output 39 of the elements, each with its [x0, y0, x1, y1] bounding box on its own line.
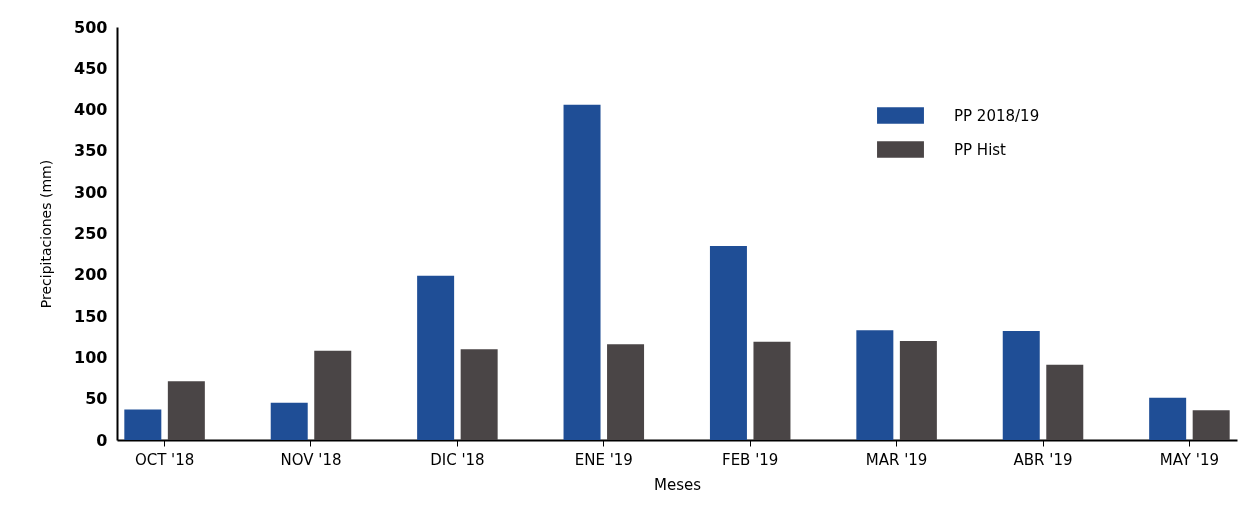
bar [1046, 364, 1084, 440]
bar [856, 330, 894, 440]
bar [124, 409, 162, 440]
y-tick-label: 0 [96, 430, 108, 450]
bar [1002, 330, 1040, 440]
bar [753, 341, 791, 440]
bar [899, 340, 937, 440]
x-tick-label: NOV '18 [280, 450, 342, 469]
x-tick-label: OCT '18 [134, 450, 195, 469]
y-tick-label: 400 [74, 100, 108, 120]
x-tick-label: FEB '19 [722, 450, 779, 469]
y-axis-title: Precipitaciones (mm) [38, 159, 55, 309]
bar [1149, 397, 1187, 440]
y-tick-label: 350 [74, 141, 108, 161]
x-axis-title: Meses [653, 475, 702, 494]
bar [314, 350, 352, 440]
y-tick-label: 450 [74, 58, 108, 78]
y-tick-label: 100 [74, 347, 108, 367]
bar [417, 275, 455, 440]
legend-label: PP 2018/19 [954, 106, 1040, 125]
y-tick-label: 500 [74, 17, 108, 37]
x-tick-label: MAR '19 [865, 450, 928, 469]
bar [460, 349, 498, 440]
bar [270, 402, 308, 440]
y-tick-label: 150 [74, 306, 108, 326]
x-tick-label: ABR '19 [1013, 450, 1073, 469]
y-tick-label: 300 [74, 182, 108, 202]
y-tick-label: 200 [74, 265, 108, 285]
y-tick-label: 250 [74, 224, 108, 243]
x-tick-label: MAY '19 [1159, 450, 1220, 469]
bar [607, 344, 645, 440]
y-tick-label: 50 [85, 389, 108, 409]
x-tick-label: DIC '18 [430, 450, 485, 469]
bar [167, 381, 205, 440]
bar [709, 245, 747, 440]
x-tick-label: ENE '19 [574, 450, 633, 469]
legend-label: PP Hist [954, 140, 1007, 159]
bar [1192, 410, 1230, 440]
bar [563, 104, 601, 440]
